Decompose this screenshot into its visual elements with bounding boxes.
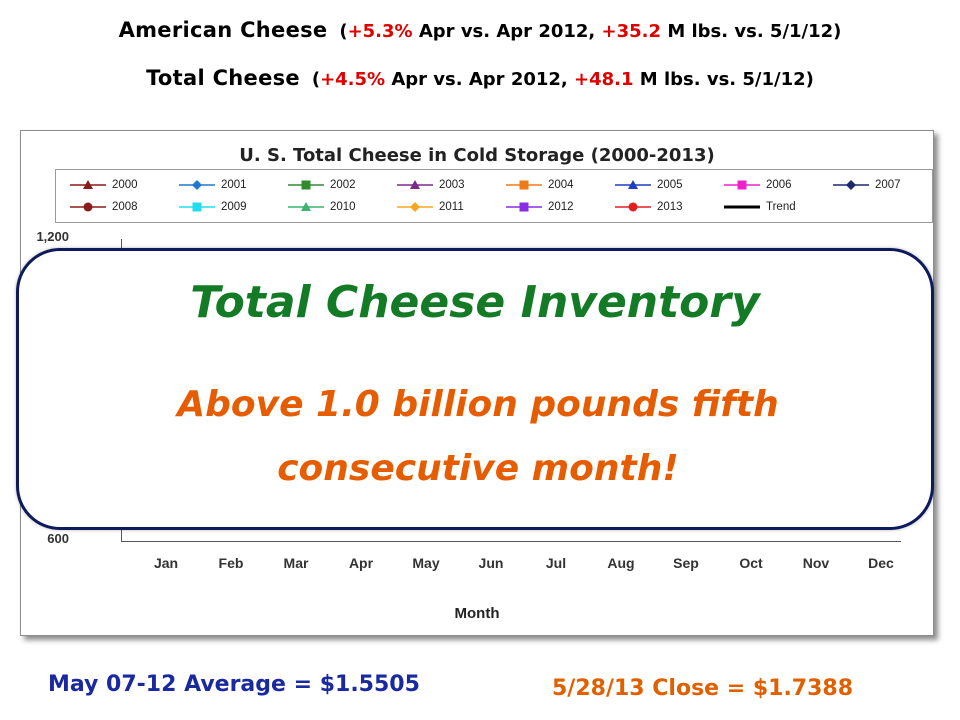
legend-swatch-2005 xyxy=(615,180,651,189)
legend-label-2003: 2003 xyxy=(439,179,465,191)
y-tick-600: 600 xyxy=(47,531,69,546)
callout-title: Total Cheese Inventory xyxy=(190,277,760,328)
legend-swatch-2003 xyxy=(397,180,433,189)
legend-item-2012: 2012 xyxy=(504,198,574,216)
legend-item-2013: 2013 xyxy=(613,198,683,216)
callout-subtitle: Above 1.0 billion pounds fifth consecuti… xyxy=(109,373,847,501)
chart-title: U. S. Total Cheese in Cold Storage (2000… xyxy=(239,145,715,166)
legend-swatch-2011 xyxy=(397,202,433,212)
x-tick-jun: Jun xyxy=(478,555,504,571)
legend-swatch-2001 xyxy=(179,180,215,190)
legend-swatch-2013 xyxy=(615,202,651,212)
callout-box: Total Cheese Inventory Above 1.0 billion… xyxy=(16,248,934,530)
total-cheese-label: Total Cheese xyxy=(146,66,300,90)
legend-swatch-2007 xyxy=(833,180,869,190)
legend-swatch-trend xyxy=(724,205,760,209)
legend-label-2004: 2004 xyxy=(548,179,574,191)
legend-label-2002: 2002 xyxy=(330,179,356,191)
legend-item-2008: 2008 xyxy=(68,198,138,216)
x-tick-sep: Sep xyxy=(673,555,699,571)
legend-item-2004: 2004 xyxy=(504,176,574,194)
american-cheese-delta: +35.2 xyxy=(601,21,662,42)
legend-swatch-2000 xyxy=(70,180,106,189)
american-cheese-mid: Apr vs. Apr 2012, xyxy=(412,21,602,42)
x-tick-oct: Oct xyxy=(739,555,763,571)
legend-item-2007: 2007 xyxy=(831,176,901,194)
x-tick-feb: Feb xyxy=(218,555,244,571)
legend-item-2011: 2011 xyxy=(395,198,464,216)
legend-item-2000: 2000 xyxy=(68,176,138,194)
legend-label-2007: 2007 xyxy=(875,179,901,191)
x-tick-jul: Jul xyxy=(545,555,567,571)
x-axis xyxy=(121,541,901,542)
legend-swatch-2012 xyxy=(506,202,542,212)
total-cheese-headline: Total Cheese (+4.5% Apr vs. Apr 2012, +4… xyxy=(0,66,960,90)
total-cheese-pct: +4.5% xyxy=(320,69,386,90)
legend-item-2003: 2003 xyxy=(395,176,465,194)
total-cheese-detail: (+4.5% Apr vs. Apr 2012, +48.1 M lbs. vs… xyxy=(306,69,814,90)
close-price: 5/28/13 Close = $1.7388 xyxy=(552,676,854,701)
legend-swatch-2006 xyxy=(724,180,760,190)
american-cheese-label: American Cheese xyxy=(118,18,328,42)
legend-item-2009: 2009 xyxy=(177,198,247,216)
total-open-paren: ( xyxy=(311,69,321,90)
x-tick-apr: Apr xyxy=(348,555,374,571)
legend-swatch-2008 xyxy=(70,202,106,212)
x-tick-nov: Nov xyxy=(802,555,830,571)
legend-label-2008: 2008 xyxy=(112,201,138,213)
legend-swatch-2004 xyxy=(506,180,542,190)
x-tick-jan: Jan xyxy=(153,555,179,571)
american-open-paren: ( xyxy=(339,21,348,42)
american-cheese-headline: American Cheese (+5.3% Apr vs. Apr 2012,… xyxy=(0,18,960,42)
legend-swatch-2010 xyxy=(288,202,324,211)
legend-label-2013: 2013 xyxy=(657,201,683,213)
x-tick-aug: Aug xyxy=(607,555,635,571)
legend-label-2000: 2000 xyxy=(112,179,138,191)
american-cheese-tail: M lbs. vs. 5/1/12 xyxy=(661,21,834,42)
callout-subtitle-line2: consecutive month! xyxy=(277,448,679,489)
legend-label-2001: 2001 xyxy=(221,179,247,191)
legend-item-2010: 2010 xyxy=(286,198,356,216)
legend-item-2001: 2001 xyxy=(177,176,247,194)
may-average-price: May 07-12 Average = $1.5505 xyxy=(48,672,420,697)
legend-label-trend: Trend xyxy=(766,201,796,213)
legend-swatch-2009 xyxy=(179,202,215,212)
total-cheese-delta: +48.1 xyxy=(574,69,634,90)
legend-swatch-2002 xyxy=(288,180,324,190)
legend-label-2010: 2010 xyxy=(330,201,356,213)
american-cheese-pct: +5.3% xyxy=(347,21,413,42)
y-tick-1200: 1,200 xyxy=(36,229,69,244)
x-axis-title: Month xyxy=(454,605,500,622)
legend-label-2005: 2005 xyxy=(657,179,683,191)
total-close-paren: ) xyxy=(805,69,814,90)
american-close-paren: ) xyxy=(833,21,842,42)
legend-label-2006: 2006 xyxy=(766,179,792,191)
legend-label-2009: 2009 xyxy=(221,201,247,213)
callout-subtitle-line1: Above 1.0 billion pounds fifth xyxy=(177,384,779,425)
legend-item-2006: 2006 xyxy=(722,176,792,194)
x-tick-mar: Mar xyxy=(283,555,309,571)
legend-item-2002: 2002 xyxy=(286,176,356,194)
legend-label-2011: 2011 xyxy=(439,201,464,213)
x-tick-may: May xyxy=(412,555,440,571)
x-tick-dec: Dec xyxy=(868,555,894,571)
total-cheese-tail: M lbs. vs. 5/1/12 xyxy=(633,69,806,90)
legend-label-2012: 2012 xyxy=(548,201,574,213)
total-cheese-mid: Apr vs. Apr 2012, xyxy=(385,69,575,90)
legend-item-2005: 2005 xyxy=(613,176,683,194)
legend-item-trend: Trend xyxy=(722,198,796,216)
chart-legend: 2000 2001 2002 2003 2004 2005 2006 2007 2008 2009… xyxy=(55,169,933,223)
american-cheese-detail: (+5.3% Apr vs. Apr 2012, +35.2 M lbs. vs… xyxy=(333,21,841,42)
